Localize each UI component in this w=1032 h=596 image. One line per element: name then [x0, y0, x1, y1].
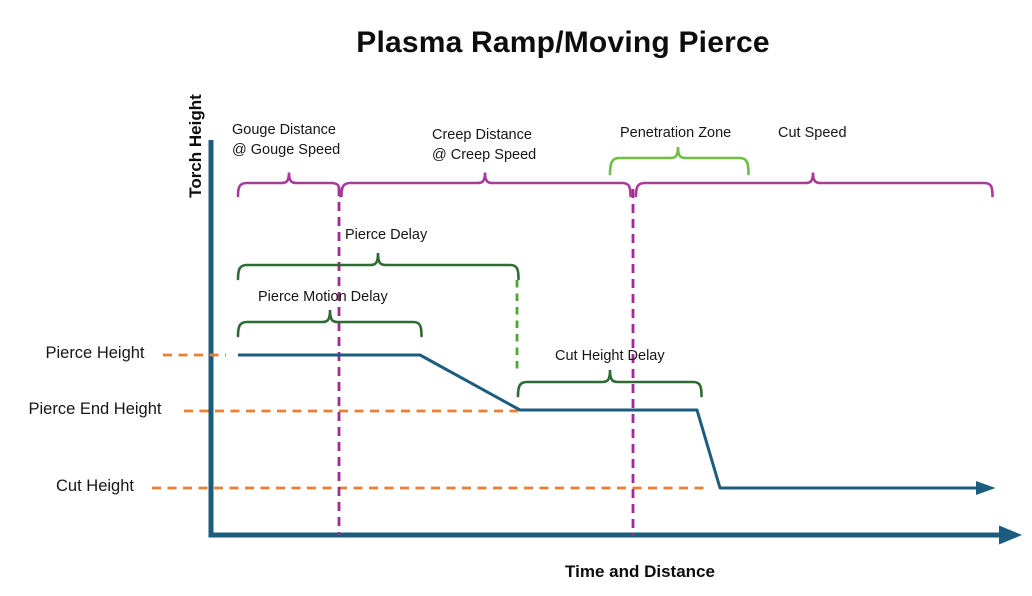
- pierce-height-label: Pierce Height: [45, 344, 145, 362]
- pierce-delay-label: Pierce Delay: [345, 227, 428, 243]
- page-title: Plasma Ramp/Moving Pierce: [356, 26, 770, 59]
- penetration-zone-brace: [608, 146, 750, 176]
- x-axis-arrowhead: [999, 525, 1022, 545]
- gouge-distance-brace: [236, 172, 342, 198]
- pierce-end-height-label: Pierce End Height: [28, 400, 162, 418]
- creep-distance-label-line1: Creep Distance: [432, 127, 532, 143]
- pierce-delay-brace: [236, 252, 520, 281]
- creep-distance-label-line2: @ Creep Speed: [432, 147, 536, 163]
- pierce-motion-delay-brace: [236, 309, 423, 338]
- cut-height-delay-brace: [516, 369, 703, 398]
- gouge-distance-label-line2: @ Gouge Speed: [232, 142, 340, 158]
- cut-speed-label: Cut Speed: [778, 125, 847, 141]
- torch-height-profile-arrowhead: [976, 481, 996, 495]
- pierce-motion-delay-label: Pierce Motion Delay: [258, 289, 388, 305]
- creep-distance-brace: [340, 172, 632, 198]
- torch-height-profile-line: [238, 353, 980, 490]
- cut-speed-brace: [634, 172, 994, 198]
- penetration-zone-label: Penetration Zone: [620, 125, 731, 141]
- cut-height-delay-label: Cut Height Delay: [555, 348, 665, 364]
- gouge-distance-label-line1: Gouge Distance: [232, 122, 336, 138]
- cut-height-label: Cut Height: [56, 477, 134, 495]
- x-axis-label: Time and Distance: [565, 562, 715, 581]
